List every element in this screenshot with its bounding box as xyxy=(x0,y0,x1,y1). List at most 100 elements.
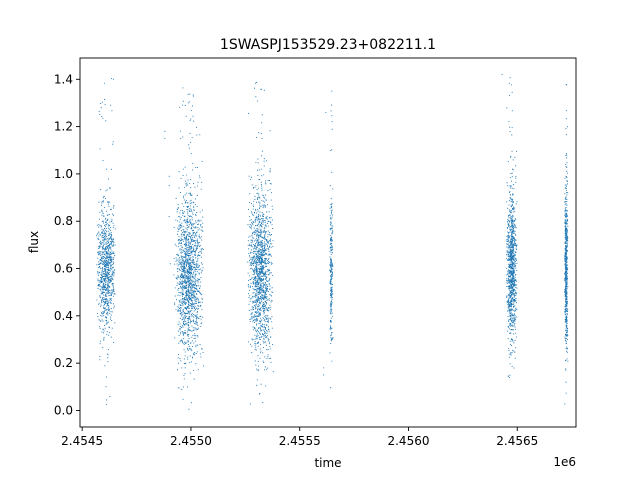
data-point xyxy=(195,321,197,323)
data-point xyxy=(255,136,257,138)
data-point xyxy=(256,261,258,263)
data-point xyxy=(508,200,511,202)
data-point xyxy=(513,305,515,308)
data-point xyxy=(105,282,107,284)
data-point xyxy=(253,277,255,279)
data-point xyxy=(247,244,249,246)
data-point xyxy=(112,143,114,145)
data-point xyxy=(179,282,181,284)
data-point xyxy=(510,206,512,208)
data-point xyxy=(111,245,113,247)
data-point xyxy=(190,269,193,271)
data-point xyxy=(330,276,332,278)
data-point xyxy=(330,241,332,243)
data-point xyxy=(258,292,260,294)
data-point xyxy=(190,248,192,250)
data-point xyxy=(185,296,187,298)
data-point xyxy=(506,221,508,223)
data-point xyxy=(264,234,266,236)
data-point xyxy=(183,265,186,268)
data-point xyxy=(269,341,271,343)
data-point xyxy=(270,199,272,201)
data-point xyxy=(258,255,260,257)
data-point xyxy=(197,244,199,246)
data-point xyxy=(187,219,189,221)
data-point xyxy=(329,217,332,219)
data-point xyxy=(195,292,197,294)
data-point xyxy=(513,350,515,352)
data-point xyxy=(188,298,190,300)
data-point xyxy=(192,274,194,276)
data-point xyxy=(190,292,192,294)
data-point xyxy=(267,291,269,293)
data-point xyxy=(112,240,114,242)
data-point xyxy=(97,280,99,282)
data-point xyxy=(330,213,332,215)
data-point xyxy=(512,282,514,284)
data-point xyxy=(174,337,176,339)
data-point xyxy=(99,288,101,290)
data-point xyxy=(111,292,113,294)
data-point xyxy=(195,222,197,224)
data-point xyxy=(511,231,513,233)
data-point xyxy=(257,278,259,280)
data-point xyxy=(509,325,512,327)
data-point xyxy=(265,254,267,256)
data-point xyxy=(267,335,269,337)
data-point xyxy=(507,238,509,240)
data-point xyxy=(197,219,199,221)
data-point xyxy=(256,215,258,217)
data-point xyxy=(179,227,181,229)
data-point xyxy=(192,225,194,227)
data-point xyxy=(188,324,190,326)
data-point xyxy=(100,293,102,295)
data-point xyxy=(192,213,194,216)
data-point xyxy=(507,279,510,281)
data-point xyxy=(184,256,186,258)
data-point xyxy=(108,290,110,292)
data-point xyxy=(106,272,108,274)
data-point xyxy=(182,331,184,333)
data-point xyxy=(182,212,184,214)
data-point xyxy=(188,337,190,340)
data-point xyxy=(331,246,333,249)
data-point xyxy=(189,322,191,324)
data-point xyxy=(192,183,195,185)
data-point xyxy=(261,219,263,221)
data-point xyxy=(266,368,268,370)
data-point xyxy=(265,263,267,265)
data-point xyxy=(258,267,260,269)
data-point xyxy=(105,262,107,264)
data-point xyxy=(103,339,105,341)
data-point xyxy=(263,327,265,329)
data-point xyxy=(262,213,264,215)
data-point xyxy=(506,283,508,285)
data-point xyxy=(510,212,513,214)
data-point xyxy=(267,280,269,282)
data-point xyxy=(508,235,510,237)
data-point xyxy=(260,255,262,257)
data-point xyxy=(508,319,510,321)
data-point xyxy=(184,271,186,273)
data-point xyxy=(264,331,266,333)
data-point xyxy=(251,306,253,308)
data-point xyxy=(102,245,105,247)
data-point xyxy=(97,274,99,276)
data-point xyxy=(189,205,191,207)
data-point xyxy=(260,260,263,262)
data-point xyxy=(257,291,259,294)
data-point xyxy=(258,276,260,278)
data-point xyxy=(111,277,113,280)
data-point xyxy=(108,271,110,273)
data-point xyxy=(101,228,103,230)
data-point xyxy=(263,304,265,306)
data-point xyxy=(514,298,516,300)
data-point xyxy=(185,219,187,221)
data-point xyxy=(109,263,111,265)
data-point xyxy=(329,259,332,261)
data-point xyxy=(178,277,180,279)
data-point xyxy=(265,385,267,387)
data-point xyxy=(257,232,259,234)
data-point xyxy=(99,211,101,213)
data-point xyxy=(259,197,261,199)
